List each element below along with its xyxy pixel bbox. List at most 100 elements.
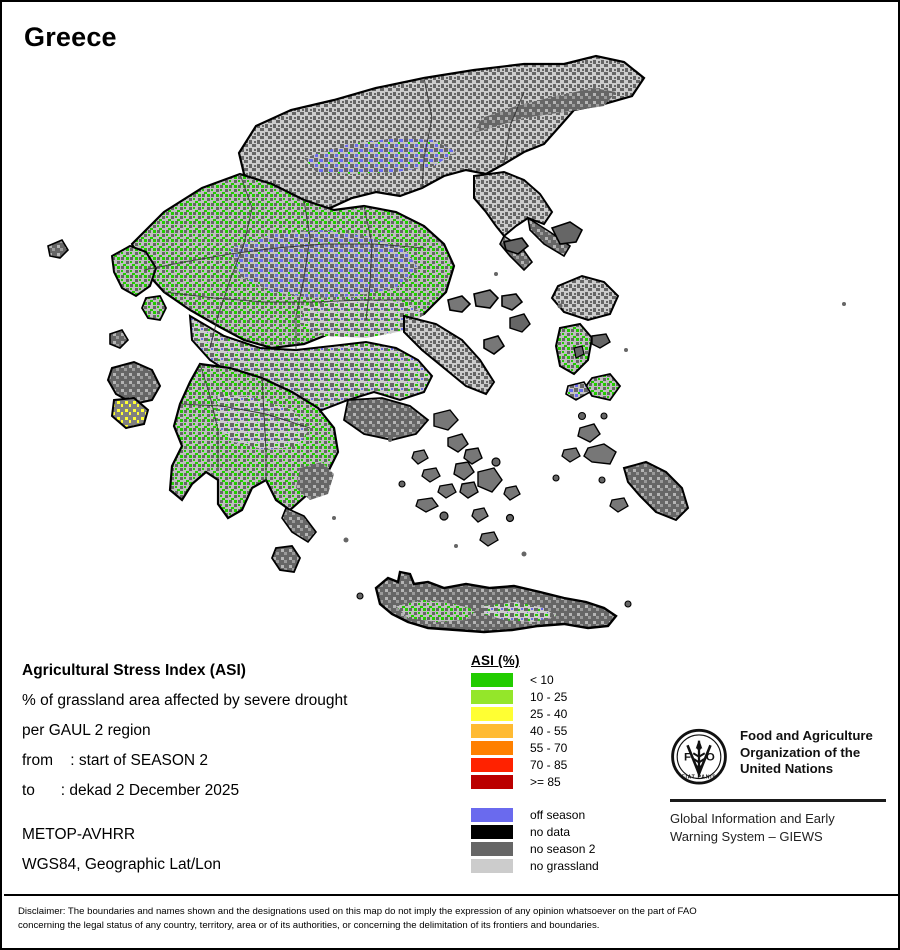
legend-label: no data bbox=[530, 824, 571, 839]
island-lesvos[interactable] bbox=[550, 274, 620, 322]
legend-row[interactable]: 55 - 70 bbox=[471, 739, 599, 756]
peninsula-athos bbox=[526, 216, 572, 258]
island-milos[interactable] bbox=[415, 497, 439, 513]
island-kos[interactable] bbox=[583, 443, 617, 465]
island-tinos[interactable] bbox=[447, 433, 469, 453]
island-santorini[interactable] bbox=[479, 531, 499, 547]
region-epirus-thessaly bbox=[130, 172, 456, 350]
legend-swatch-asi-55-70 bbox=[471, 740, 513, 755]
island-paros[interactable] bbox=[459, 481, 479, 499]
islet-nisyros bbox=[598, 476, 606, 484]
legend-swatch-off-season bbox=[471, 807, 513, 822]
island-corfu[interactable] bbox=[110, 244, 158, 298]
island-samothraki[interactable] bbox=[550, 221, 584, 245]
legend-label: >= 85 bbox=[530, 774, 561, 789]
info-projection: WGS84, Geographic Lat/Lon bbox=[22, 856, 222, 873]
island-andros[interactable] bbox=[433, 409, 459, 431]
fao-logo: F A O FIAT PANIS bbox=[671, 728, 727, 785]
legend-row[interactable]: no grassland bbox=[471, 857, 599, 874]
legend-label: 10 - 25 bbox=[530, 689, 568, 704]
island-oinousses bbox=[591, 333, 611, 349]
greece-asi-map[interactable] bbox=[4, 48, 900, 648]
island-kalymnos[interactable] bbox=[561, 447, 581, 463]
legend-swatch-asi-70-85 bbox=[471, 757, 513, 772]
fao-branding: F A O FIAT PANIS Food and Agriculture Or… bbox=[670, 728, 886, 845]
island-karpathos[interactable] bbox=[609, 497, 629, 513]
info-sensor: METOP-AVHRR bbox=[22, 826, 136, 843]
island-skiathos[interactable] bbox=[447, 295, 472, 313]
island-amorgos[interactable] bbox=[503, 485, 521, 501]
island-paxoi[interactable] bbox=[109, 329, 130, 349]
legend-row[interactable]: 70 - 85 bbox=[471, 756, 599, 773]
fao-divider bbox=[670, 799, 886, 802]
island-lefkada[interactable] bbox=[140, 295, 168, 321]
legend-row[interactable]: no data bbox=[471, 823, 599, 840]
fao-logo-letter-a: A bbox=[696, 741, 703, 752]
legend-row[interactable]: 40 - 55 bbox=[471, 722, 599, 739]
island-ikaria[interactable] bbox=[565, 381, 592, 401]
islet-donousa bbox=[491, 457, 501, 467]
island-kythira[interactable] bbox=[270, 545, 302, 573]
page-title: Greece bbox=[24, 22, 117, 52]
info-spacer bbox=[22, 806, 452, 820]
island-naxos[interactable] bbox=[477, 467, 503, 493]
legend-row[interactable]: 10 - 25 bbox=[471, 688, 599, 705]
island-kefalonia[interactable] bbox=[106, 360, 162, 406]
island-sifnos[interactable] bbox=[437, 483, 457, 499]
island-skopelos[interactable] bbox=[473, 289, 500, 309]
legend-title: ASI (%) bbox=[471, 653, 520, 668]
legend-row[interactable]: off season bbox=[471, 806, 599, 823]
fao-org-line3: United Nations bbox=[740, 761, 834, 776]
legend-row[interactable]: no season 2 bbox=[471, 840, 599, 857]
legend-row[interactable]: >= 85 bbox=[471, 773, 599, 790]
island-syros[interactable] bbox=[453, 461, 475, 481]
island-othonoi[interactable] bbox=[47, 238, 70, 259]
legend-label: 70 - 85 bbox=[530, 757, 568, 772]
map-info-block: Agricultural Stress Index (ASI) % of gra… bbox=[22, 656, 452, 880]
island-limnos[interactable] bbox=[509, 313, 531, 333]
legend-label: no season 2 bbox=[530, 841, 596, 856]
island-zakynthos[interactable] bbox=[110, 396, 150, 430]
islet-serifos bbox=[398, 480, 406, 488]
island-kea[interactable] bbox=[411, 449, 429, 465]
legend-label: 55 - 70 bbox=[530, 740, 568, 755]
region-crete[interactable] bbox=[356, 570, 632, 634]
legend-row[interactable]: < 10 bbox=[471, 671, 599, 688]
island-samos[interactable] bbox=[584, 373, 622, 402]
admin-region-macedonia-thrace[interactable] bbox=[237, 54, 646, 214]
island-skyros[interactable] bbox=[483, 335, 506, 355]
region-dodecanese[interactable] bbox=[552, 373, 690, 522]
island-evia[interactable] bbox=[403, 314, 496, 396]
island-crete[interactable] bbox=[374, 570, 618, 634]
info-heading: Agricultural Stress Index (ASI) bbox=[22, 662, 246, 679]
region-cyclades[interactable] bbox=[398, 409, 521, 547]
island-kythnos[interactable] bbox=[421, 467, 441, 483]
legend-swatch-asi-25-40 bbox=[471, 706, 513, 721]
island-ios[interactable] bbox=[471, 507, 489, 523]
legend-swatch-no-data bbox=[471, 824, 513, 839]
legend-row[interactable]: 25 - 40 bbox=[471, 705, 599, 722]
legend-swatch-asi-40-55 bbox=[471, 723, 513, 738]
fao-logo-letter-o: O bbox=[706, 752, 715, 764]
legend-spacer bbox=[471, 790, 599, 806]
subregion-thrace-highland bbox=[474, 88, 616, 133]
island-rhodes[interactable] bbox=[622, 460, 690, 522]
legend-label: < 10 bbox=[530, 672, 554, 687]
subregion-arcadia bbox=[214, 394, 310, 450]
island-thasos[interactable] bbox=[503, 237, 530, 255]
legend-label: 40 - 55 bbox=[530, 723, 568, 738]
info-aggregation: per GAUL 2 region bbox=[22, 722, 151, 739]
region-northern-greece bbox=[237, 54, 646, 214]
subregion-thessaly-south bbox=[300, 298, 424, 338]
islet-crete-west bbox=[356, 592, 364, 600]
islet-lipsi bbox=[600, 412, 608, 420]
subregion-attica[interactable] bbox=[343, 397, 430, 441]
island-alonnisos[interactable] bbox=[501, 293, 524, 311]
islet-cluster-misc bbox=[332, 272, 846, 557]
map-canvas[interactable] bbox=[4, 48, 900, 648]
island-mykonos[interactable] bbox=[463, 447, 483, 465]
subregion-crete-chania bbox=[396, 600, 476, 622]
giews-line2: Warning System – GIEWS bbox=[670, 828, 823, 844]
island-leros[interactable] bbox=[577, 423, 601, 443]
